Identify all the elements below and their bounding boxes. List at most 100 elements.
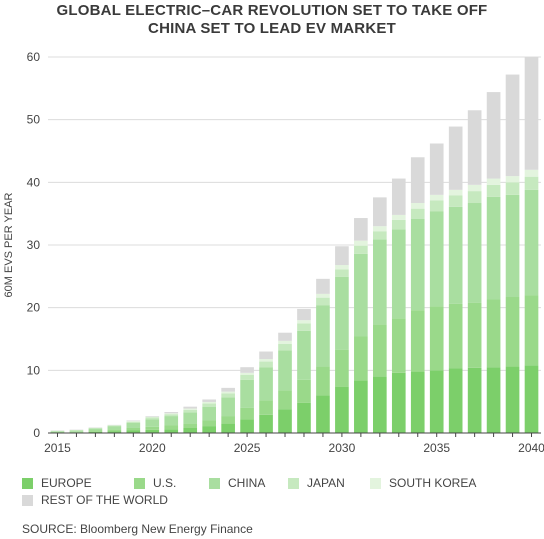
- bar-rest-of-the-world-2024: [221, 387, 235, 392]
- bar-china-2018: [107, 426, 122, 430]
- bar-japan-2017: [88, 427, 103, 429]
- bar-europe-2032: [373, 376, 387, 433]
- bar-japan-2033: [391, 219, 406, 230]
- bar-japan-2035: [429, 200, 444, 212]
- bar-europe-2024: [221, 423, 235, 433]
- bar-china-2021: [164, 416, 179, 426]
- bar-europe-2025: [240, 419, 254, 433]
- bar-rest-of-the-world-2040: [524, 57, 539, 170]
- bar-japan-2020: [145, 417, 160, 420]
- bar-china-2028: [297, 330, 311, 380]
- y-tick-label: 30: [27, 238, 41, 252]
- bar-south-korea-2037: [467, 184, 482, 192]
- bar-china-2036: [448, 206, 463, 304]
- legend-label-south-korea: SOUTH KOREA: [389, 476, 477, 490]
- bar-china-2023: [202, 406, 216, 421]
- bar-china-2017: [88, 428, 103, 431]
- x-tick-label: 2030: [329, 441, 356, 455]
- y-axis-label: 60M EVS PER YEAR: [3, 192, 15, 297]
- bar-japan-2036: [448, 195, 463, 207]
- bar-europe-2021: [164, 429, 179, 433]
- bar-japan-2025: [240, 374, 254, 380]
- bar-south-korea-2024: [221, 391, 235, 394]
- bar-china-2026: [259, 367, 273, 401]
- y-tick-label: 0: [33, 426, 40, 440]
- bar-u-s--2032: [373, 324, 387, 377]
- bar-rest-of-the-world-2023: [202, 399, 216, 402]
- bar-japan-2040: [524, 176, 539, 190]
- legend-china: CHINA: [209, 476, 265, 490]
- bar-rest-of-the-world-2027: [278, 332, 292, 341]
- legend-us: U.S.: [134, 476, 176, 490]
- chart-subtitle: CHINA SET TO LEAD EV MARKET: [148, 20, 396, 37]
- legend-swatch-japan: [288, 477, 299, 489]
- bar-rest-of-the-world-2031: [354, 218, 368, 241]
- bar-u-s--2030: [335, 349, 349, 387]
- bar-china-2037: [467, 203, 482, 303]
- legend-swatch-rest-of-world: [22, 494, 33, 506]
- bar-u-s--2021: [164, 425, 179, 430]
- bar-japan-2024: [221, 393, 235, 398]
- bar-u-s--2038: [486, 299, 501, 368]
- bar-rest-of-the-world-2038: [486, 92, 501, 179]
- bar-u-s--2040: [524, 295, 539, 366]
- bar-europe-2035: [429, 370, 444, 433]
- bar-u-s--2036: [448, 303, 463, 369]
- bar-south-korea-2022: [183, 408, 198, 410]
- bar-china-2034: [410, 218, 425, 311]
- bar-japan-2030: [335, 269, 349, 277]
- bar-south-korea-2033: [391, 214, 406, 220]
- bar-rest-of-the-world-2019: [126, 420, 141, 422]
- bar-u-s--2019: [126, 427, 141, 431]
- bar-china-2031: [354, 253, 368, 337]
- bar-south-korea-2036: [448, 189, 463, 196]
- bar-u-s--2015: [50, 431, 65, 433]
- x-tick-label: 2015: [44, 441, 71, 455]
- bar-japan-2023: [202, 403, 216, 407]
- bar-china-2016: [69, 430, 84, 432]
- x-tick-label: 2020: [139, 441, 166, 455]
- bar-rest-of-the-world-2035: [429, 143, 444, 195]
- y-tick-label: 10: [27, 363, 41, 377]
- bar-europe-2039: [505, 366, 520, 433]
- legend-south-korea: SOUTH KOREA: [370, 476, 476, 490]
- bar-u-s--2034: [410, 310, 425, 372]
- bar-u-s--2039: [505, 297, 520, 367]
- bar-u-s--2029: [316, 366, 330, 396]
- bar-china-2029: [316, 305, 330, 367]
- bar-china-2032: [373, 239, 387, 325]
- bar-japan-2022: [183, 409, 198, 413]
- legend-swatch-south-korea: [370, 477, 381, 489]
- bar-europe-2022: [183, 427, 198, 433]
- legend-swatch-us: [134, 477, 145, 489]
- bar-europe-2031: [354, 380, 368, 433]
- legend-label-china: CHINA: [228, 476, 266, 490]
- bar-japan-2028: [297, 323, 311, 331]
- x-tick-label: 2040: [518, 441, 544, 455]
- legend-swatch-china: [209, 477, 220, 489]
- bar-europe-2040: [524, 365, 539, 433]
- bar-u-s--2026: [259, 400, 273, 415]
- bar-europe-2017: [88, 431, 103, 433]
- bar-china-2015: [50, 431, 65, 432]
- bar-china-2035: [429, 211, 444, 307]
- bar-u-s--2017: [88, 430, 103, 432]
- bar-u-s--2024: [221, 416, 235, 424]
- bar-rest-of-the-world-2022: [183, 406, 198, 409]
- bar-u-s--2028: [297, 379, 311, 403]
- bar-south-korea-2028: [297, 320, 311, 324]
- bar-south-korea-2034: [410, 203, 425, 209]
- bar-japan-2027: [278, 344, 292, 351]
- bar-rest-of-the-world-2021: [164, 412, 179, 414]
- bar-rest-of-the-world-2036: [448, 126, 463, 190]
- bar-u-s--2022: [183, 423, 198, 428]
- bar-south-korea-2027: [278, 340, 292, 345]
- bar-japan-2031: [354, 245, 368, 254]
- bar-japan-2018: [107, 425, 122, 427]
- bar-china-2025: [240, 379, 254, 408]
- bar-south-korea-2019: [126, 421, 141, 422]
- bar-u-s--2025: [240, 407, 254, 420]
- bar-japan-2037: [467, 191, 482, 204]
